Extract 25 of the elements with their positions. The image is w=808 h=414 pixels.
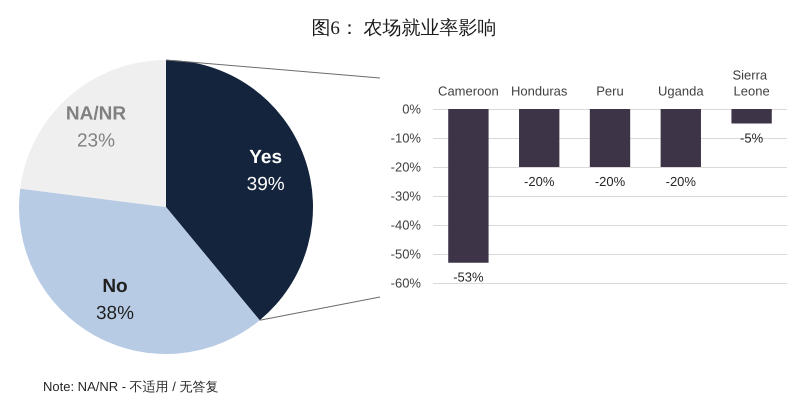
- y-tick-label: 0%: [402, 102, 422, 116]
- x-tick-label: Sierra Leone: [732, 68, 771, 98]
- slice-label: No: [102, 276, 128, 297]
- y-tick-label: -10%: [390, 130, 422, 146]
- data-label: -20%: [594, 174, 626, 189]
- data-label: 23%: [76, 130, 116, 152]
- x-tick-label: Cameroon: [438, 84, 499, 98]
- text: 图6： 农场就业率影响: [311, 17, 497, 39]
- data-label: -53%: [453, 270, 484, 285]
- x-tick-label: Uganda: [658, 84, 704, 98]
- y-tick-label: -20%: [390, 160, 422, 174]
- x-tick-label: Honduras: [511, 84, 568, 98]
- data-label: 38%: [96, 302, 134, 324]
- data-label: -5%: [740, 130, 764, 146]
- data-label: -20%: [666, 174, 696, 189]
- y-tick-label: -40%: [390, 218, 422, 232]
- text: Note: NA/NR - 不适用 / 无答复: [43, 379, 219, 394]
- data-label: 39%: [246, 174, 285, 196]
- y-tick-label: -30%: [390, 188, 422, 204]
- x-tick-label: Peru: [596, 84, 624, 98]
- y-tick-label: -50%: [390, 246, 422, 262]
- slice-label: Yes: [249, 147, 282, 168]
- y-tick-label: -60%: [390, 276, 422, 290]
- slice-label: NA/NR: [66, 104, 126, 125]
- data-label: -20%: [524, 174, 555, 189]
